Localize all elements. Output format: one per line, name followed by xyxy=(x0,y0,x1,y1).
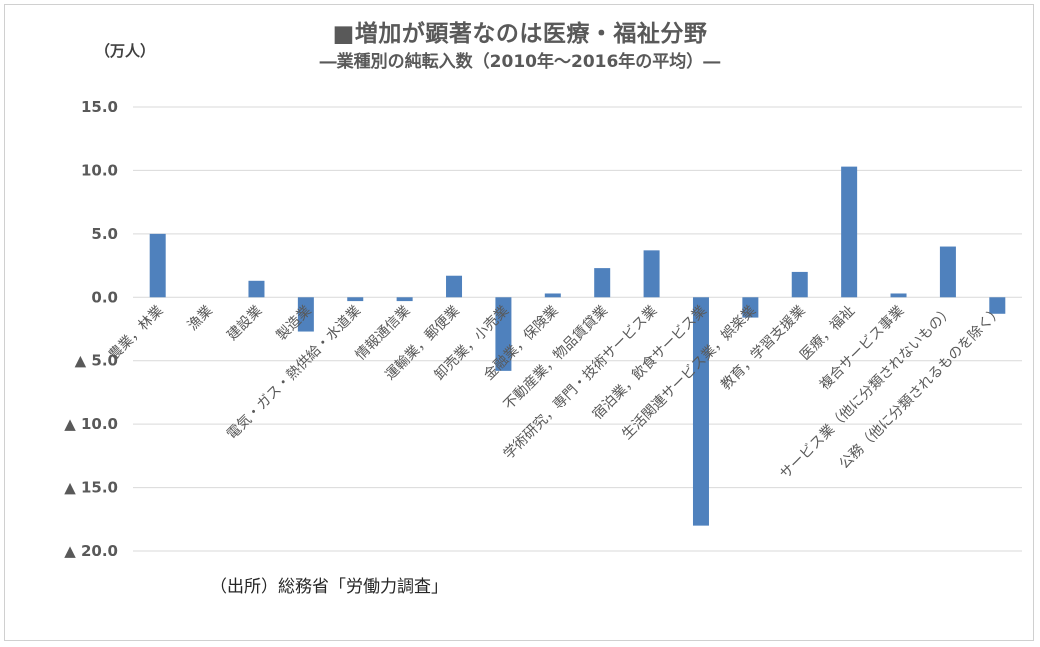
x-category-label: 農業，林業 xyxy=(106,303,167,364)
bar xyxy=(791,271,808,298)
bar xyxy=(939,246,956,298)
chart-frame xyxy=(4,4,1034,641)
x-category-label: 建設業 xyxy=(224,303,265,344)
bar xyxy=(989,297,1006,314)
bar xyxy=(841,166,858,298)
bar xyxy=(742,297,759,318)
y-tick-label: 5.0 xyxy=(91,225,118,243)
bar xyxy=(149,233,166,298)
bar xyxy=(890,293,907,298)
y-tick-label: 15.0 xyxy=(81,98,118,116)
x-category-label: 複合サービス事業 xyxy=(816,302,907,393)
bar xyxy=(495,297,512,371)
bar xyxy=(347,297,364,302)
bar xyxy=(248,280,265,298)
x-category-label: 漁業 xyxy=(185,303,216,334)
x-category-label: 教育，学習支援業 xyxy=(718,303,809,394)
y-axis-unit-label: （万人） xyxy=(95,42,156,60)
bar xyxy=(643,250,660,298)
bar xyxy=(692,297,709,526)
bar xyxy=(297,297,314,332)
y-tick-label: ▲ 10.0 xyxy=(64,415,118,433)
bar xyxy=(594,268,611,298)
y-tick-label: ▲ 5.0 xyxy=(75,352,118,370)
source-note: （出所）総務省「労働力調査」 xyxy=(210,577,448,597)
chart-title: ■増加が顕著なのは医療・福祉分野 xyxy=(332,21,708,47)
y-tick-label: 10.0 xyxy=(81,161,118,179)
chart-subtitle: ―業種別の純転入数（2010年～2016年の平均）― xyxy=(319,52,721,72)
y-tick-label: 0.0 xyxy=(91,288,118,306)
bar xyxy=(446,275,463,298)
bar xyxy=(396,297,413,302)
x-category-label: サービス業（他に分類されないもの） xyxy=(777,303,957,483)
y-tick-label: ▲ 20.0 xyxy=(64,542,118,560)
y-tick-label: ▲ 15.0 xyxy=(64,479,118,497)
bar xyxy=(544,293,561,298)
